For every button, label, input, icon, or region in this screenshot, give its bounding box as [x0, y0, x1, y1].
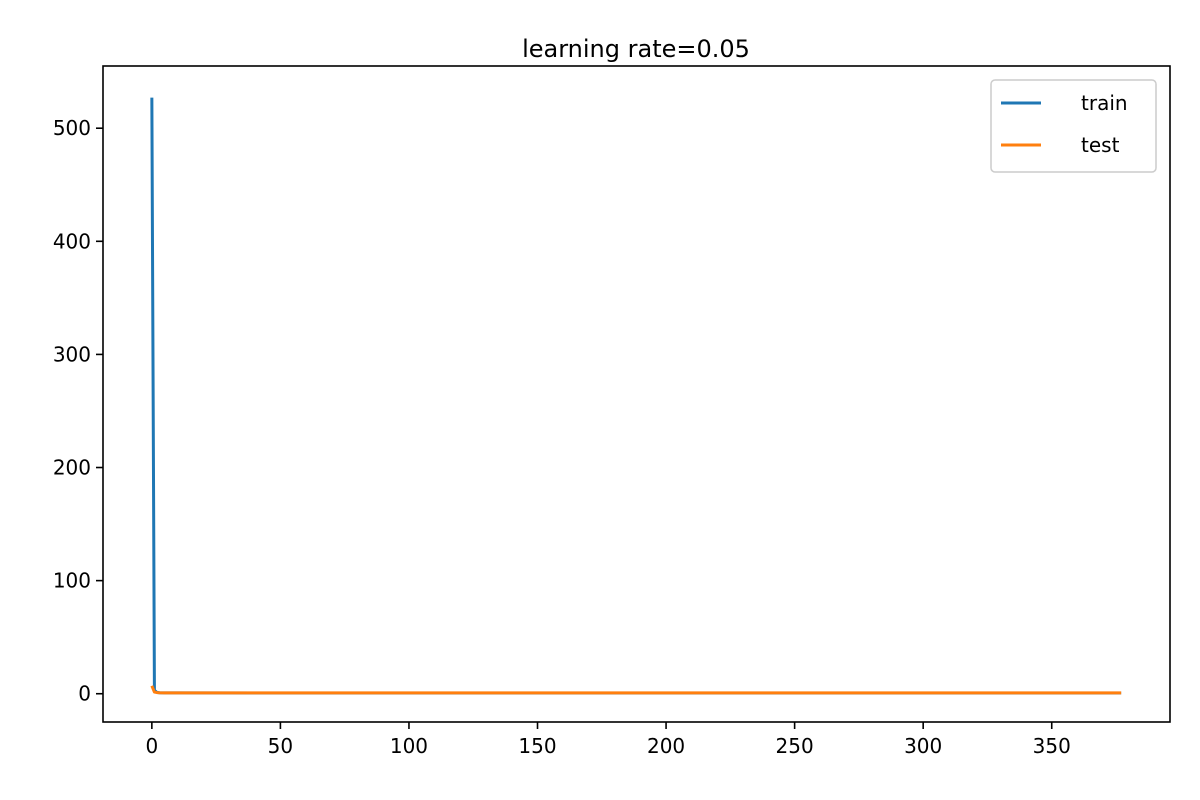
x-tick-label: 50 [268, 734, 293, 758]
x-tick-label: 350 [1033, 734, 1071, 758]
x-axis: 0 50 100 150 200 250 300 350 [145, 722, 1071, 758]
legend: train test [990, 79, 1157, 173]
x-tick-label: 250 [776, 734, 814, 758]
chart-title: learning rate=0.05 [522, 35, 750, 63]
x-tick-label: 0 [145, 734, 158, 758]
y-tick-label: 0 [78, 682, 91, 706]
x-tick-label: 200 [647, 734, 685, 758]
legend-label-train: train [1081, 91, 1128, 115]
x-tick-label: 100 [390, 734, 428, 758]
x-tick-label: 150 [518, 734, 556, 758]
plot-area [150, 97, 1122, 695]
y-axis: 0 100 200 300 400 500 [53, 116, 103, 706]
axes-frame [102, 65, 1171, 723]
y-tick-label: 100 [53, 569, 91, 593]
x-tick-label: 300 [904, 734, 942, 758]
y-tick-label: 500 [53, 116, 91, 140]
y-tick-label: 400 [53, 229, 91, 253]
y-tick-label: 200 [53, 456, 91, 480]
series-line-test [150, 685, 1122, 695]
legend-label-test: test [1081, 133, 1120, 157]
y-tick-label: 300 [53, 342, 91, 366]
legend-box [990, 79, 1157, 173]
